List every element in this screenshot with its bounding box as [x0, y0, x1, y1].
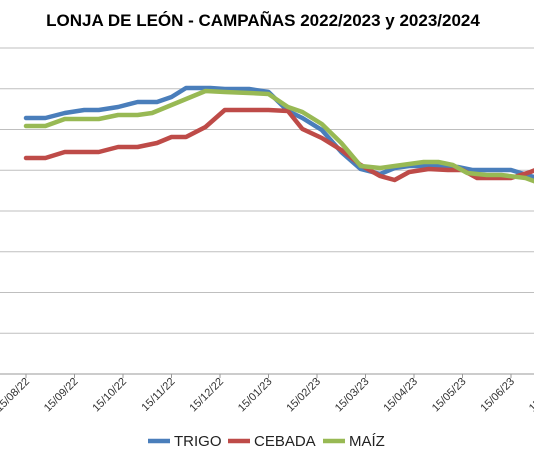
legend-label: CEBADA — [254, 433, 316, 450]
series-line-maz — [23, 88, 534, 184]
gridlines — [0, 47, 534, 375]
chart-title: LONJA DE LEÓN - CAMPAÑAS 2022/2023 y 202… — [46, 10, 480, 30]
series-line-cebada — [23, 107, 534, 183]
legend-label: MAÍZ — [349, 433, 385, 450]
legend: TRIGO CEBADA MAÍZ — [148, 433, 385, 450]
legend-label: TRIGO — [174, 433, 222, 450]
series-layer — [23, 85, 534, 184]
series-line-trigo — [23, 85, 534, 180]
